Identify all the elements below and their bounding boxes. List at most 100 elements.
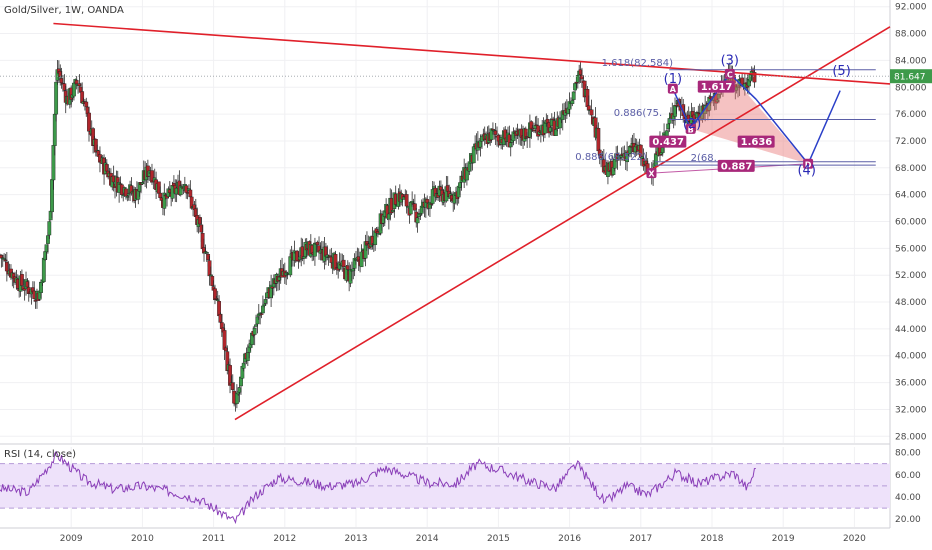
candle bbox=[228, 365, 232, 386]
level-label: 0.886(75. bbox=[614, 108, 662, 119]
candle bbox=[259, 313, 264, 315]
candle bbox=[150, 170, 154, 183]
price-tick: 88.000 bbox=[895, 30, 927, 40]
time-tick: 2019 bbox=[772, 534, 795, 544]
pattern-point-a-bg bbox=[667, 83, 678, 94]
rsi-title: RSI (14, close) bbox=[4, 449, 76, 460]
candle bbox=[72, 82, 76, 97]
level-label: 0.886(68.522) bbox=[575, 152, 647, 163]
pattern-point-b: B bbox=[688, 125, 694, 134]
candle bbox=[225, 351, 230, 371]
pattern-point-x: X bbox=[648, 170, 655, 179]
candle bbox=[597, 149, 602, 155]
time-tick: 2013 bbox=[345, 534, 368, 544]
price-tick: 28.000 bbox=[895, 432, 927, 442]
time-tick: 2011 bbox=[202, 534, 225, 544]
candle bbox=[189, 196, 194, 209]
price-tick: 64.000 bbox=[895, 191, 927, 201]
rsi-tick: 60.00 bbox=[895, 471, 921, 481]
candle bbox=[596, 128, 601, 152]
ratio-label-bg bbox=[697, 80, 735, 93]
candle bbox=[47, 221, 52, 236]
candle bbox=[213, 288, 217, 301]
candle bbox=[124, 188, 128, 197]
rsi-tick: 20.00 bbox=[895, 515, 921, 525]
time-tick: 2010 bbox=[131, 534, 154, 544]
candle bbox=[570, 100, 575, 104]
time-tick: 2009 bbox=[60, 534, 83, 544]
candle bbox=[41, 257, 46, 282]
price-tick: 48.000 bbox=[895, 298, 927, 308]
level-label: 1.618(82.584) bbox=[602, 58, 674, 69]
ratio-label-bg bbox=[737, 135, 775, 148]
candle bbox=[571, 91, 576, 100]
pattern-point-d-bg bbox=[803, 158, 814, 169]
pattern-point-c: C bbox=[727, 70, 733, 79]
candle bbox=[188, 189, 193, 198]
time-tick: 2012 bbox=[273, 534, 296, 544]
wave-line bbox=[755, 98, 809, 165]
time-tick: 2016 bbox=[558, 534, 581, 544]
candle bbox=[341, 259, 346, 268]
wave-line bbox=[807, 90, 841, 165]
pattern-point-a: A bbox=[670, 85, 677, 94]
pattern-point-b-bg bbox=[685, 123, 696, 134]
candle bbox=[415, 217, 420, 224]
candle bbox=[252, 328, 257, 335]
price-tick: 84.000 bbox=[895, 56, 927, 66]
price-tick: 80.000 bbox=[895, 83, 927, 93]
candle bbox=[84, 101, 89, 107]
candle bbox=[241, 362, 246, 369]
ratio-label: 1.617 bbox=[701, 82, 733, 93]
level-label: 2(68. bbox=[691, 153, 717, 164]
price-tick: 32.000 bbox=[895, 405, 927, 415]
candle bbox=[412, 203, 417, 211]
ratio-label: 1.636 bbox=[741, 137, 773, 148]
candle bbox=[255, 316, 260, 325]
price-tick: 44.000 bbox=[895, 325, 927, 335]
wave-label-1: (1) bbox=[664, 72, 682, 87]
candle bbox=[87, 112, 91, 132]
candle bbox=[178, 185, 183, 196]
rsi-axis: 20.00 40.00 60.00 80.00 bbox=[895, 449, 921, 526]
pattern-triangle bbox=[690, 73, 809, 164]
price-tick: 72.000 bbox=[895, 137, 927, 147]
ratio-label-bg bbox=[717, 159, 755, 172]
candle bbox=[589, 109, 594, 116]
chart-title: Gold/Silver, 1W, OANDA bbox=[4, 5, 124, 16]
ratio-label-bg bbox=[649, 135, 687, 148]
last-price-badge bbox=[890, 69, 932, 84]
time-tick: 2017 bbox=[629, 534, 652, 544]
last-price-value: 81.647 bbox=[894, 73, 926, 83]
price-tick: 36.000 bbox=[895, 379, 927, 389]
ratio-label: 0.437 bbox=[652, 137, 684, 148]
candle bbox=[425, 199, 430, 204]
rsi-line bbox=[0, 450, 756, 525]
candle bbox=[554, 129, 558, 136]
candle bbox=[404, 194, 409, 207]
candle bbox=[54, 81, 59, 115]
wave-label-2: (2) bbox=[683, 117, 701, 132]
time-tick: 2014 bbox=[416, 534, 439, 544]
wave-label-3: (3) bbox=[721, 53, 739, 68]
ratio-label: 0.887 bbox=[721, 161, 753, 172]
candle bbox=[612, 158, 617, 169]
price-tick: 52.000 bbox=[895, 271, 927, 281]
price-tick: 60.000 bbox=[895, 218, 927, 228]
candle bbox=[667, 118, 672, 124]
time-tick: 2020 bbox=[843, 534, 866, 544]
descending-trendline bbox=[53, 22, 891, 85]
price-tick: 68.000 bbox=[895, 164, 927, 174]
time-axis: 2009 2010 2011 2012 2013 2014 2015 2016 2017 2018… bbox=[60, 534, 866, 544]
candle bbox=[359, 251, 364, 268]
wave-label-5: (5) bbox=[832, 64, 850, 79]
price-tick: 40.000 bbox=[895, 352, 927, 362]
price-axis: 28.000 32.000 36.000 40.000 44.000 48.000 52.0… bbox=[895, 3, 927, 443]
pattern-point-x-bg bbox=[646, 168, 657, 179]
candle bbox=[162, 192, 167, 209]
time-tick: 2015 bbox=[487, 534, 510, 544]
price-tick: 76.000 bbox=[895, 110, 927, 120]
ascending-trendline bbox=[234, 26, 891, 421]
wave-line bbox=[672, 88, 692, 130]
